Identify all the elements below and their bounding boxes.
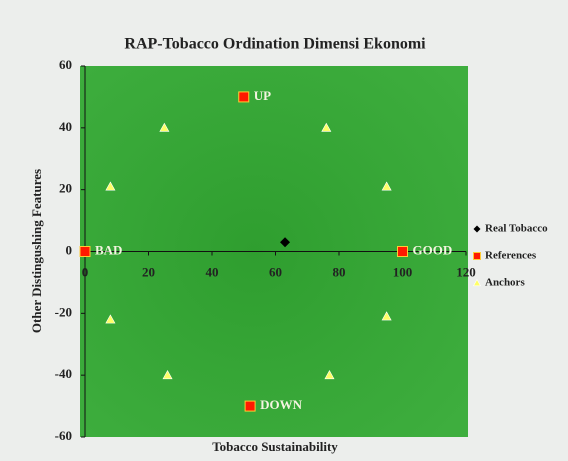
point-label: DOWN	[260, 397, 303, 412]
x-tick-label: 80	[333, 264, 346, 279]
legend-marker	[473, 252, 481, 260]
y-tick-label: -60	[55, 428, 72, 443]
legend-label: Real Tobacco	[485, 223, 548, 235]
point	[321, 122, 332, 132]
x-tick-label: 20	[142, 264, 155, 279]
point	[159, 122, 170, 132]
point	[79, 246, 91, 257]
y-tick-label: 20	[59, 181, 72, 196]
legend-label: References	[485, 250, 537, 262]
point	[105, 181, 116, 191]
point	[381, 181, 392, 191]
point	[381, 311, 392, 321]
point-label: BAD	[95, 242, 122, 257]
y-axis-label: Other Distingushing Features	[29, 169, 44, 333]
legend-marker	[472, 278, 482, 287]
x-tick-label: 0	[82, 264, 89, 279]
legend-label: Anchors	[485, 277, 525, 289]
x-tick-label: 60	[269, 264, 282, 279]
legend-marker	[473, 225, 481, 233]
x-axis-label: Tobacco Sustainability	[212, 439, 338, 454]
x-tick-label: 40	[206, 264, 219, 279]
y-tick-label: 0	[66, 242, 73, 257]
point-label: UP	[254, 88, 271, 103]
point	[324, 370, 335, 380]
point	[105, 314, 116, 324]
point	[162, 370, 173, 380]
x-tick-label: 120	[456, 264, 476, 279]
point	[244, 400, 256, 412]
y-tick-label: 60	[59, 57, 72, 72]
point-label: GOOD	[413, 242, 453, 257]
point	[280, 237, 291, 248]
chart-title: RAP-Tobacco Ordination Dimensi Ekonomi	[124, 36, 426, 53]
point	[397, 246, 408, 257]
y-tick-label: 40	[59, 119, 72, 134]
x-tick-label: 100	[393, 264, 413, 279]
y-tick-label: -20	[55, 304, 72, 319]
y-tick-label: -40	[55, 366, 72, 381]
point	[238, 91, 250, 103]
